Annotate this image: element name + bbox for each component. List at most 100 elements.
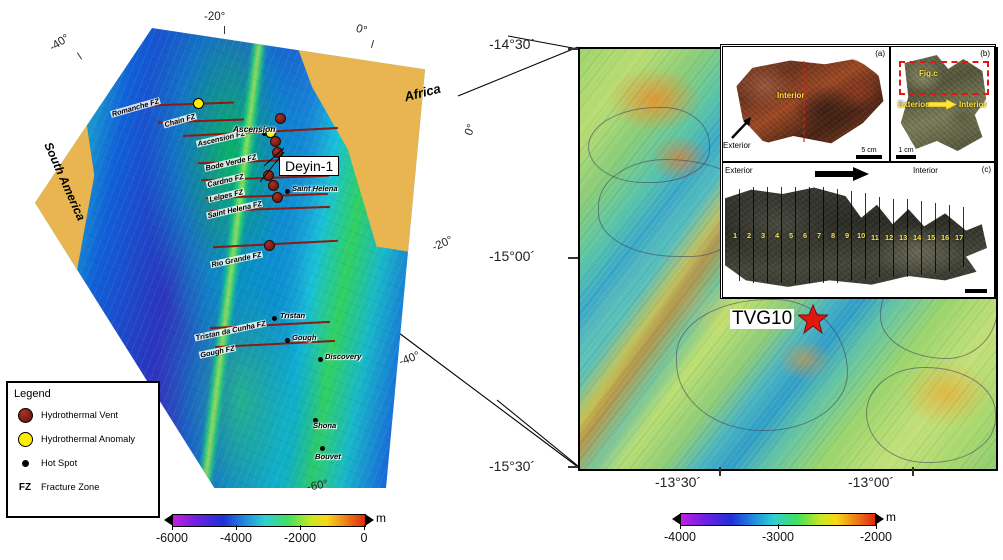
contour-line	[866, 367, 996, 463]
slice-number-5: 5	[789, 231, 794, 240]
slice-number-3: 3	[761, 231, 766, 240]
regional-colorbar-tick--2000: -2000	[284, 531, 316, 545]
tick-lon--20	[224, 26, 225, 34]
axis-tick-lon--40: -40°	[47, 32, 72, 54]
legend-item-hot-spot: Hot Spot	[8, 451, 158, 475]
scale-bar-b: 1 cm	[895, 147, 917, 160]
slice-number-11: 11	[871, 233, 879, 242]
detail-colorbar-unit: m	[886, 510, 896, 524]
legend-item-hydrothermal-vent: Hydrothermal Vent	[8, 403, 158, 427]
detail-lat-tickmark	[568, 466, 578, 468]
hot-spot-label-bouvet: Bouvet	[315, 452, 341, 461]
colorbar-right-cap	[875, 513, 884, 525]
detail-lon-tickmark	[719, 467, 721, 476]
colorbar-left-cap	[164, 514, 173, 526]
slice-number-10: 10	[857, 231, 866, 240]
slice-number-7: 7	[817, 231, 822, 240]
hydrothermal-anomaly-icon	[14, 431, 36, 447]
axis-tick-lat-0: 0°	[462, 122, 479, 138]
detail-lon-tick--13-00: -13°00´	[848, 474, 895, 490]
hot-spot-label-shona: Shona	[313, 421, 337, 430]
legend-label-hydrothermal-anomaly: Hydrothermal Anomaly	[41, 434, 136, 444]
hydrothermal-vent-marker	[272, 147, 283, 158]
panel-a-letter: (a)	[875, 49, 885, 58]
hot-spot-marker	[285, 338, 290, 343]
hot-spot-marker	[262, 131, 267, 136]
rock-b-interior-label: Interior	[959, 100, 987, 109]
legend-title: Legend	[14, 388, 51, 400]
detail-colorbar-tick--3000: -3000	[762, 530, 794, 544]
slice-number-8: 8	[831, 231, 836, 240]
rock-photo-cut-face	[900, 55, 987, 151]
slice-number-6: 6	[803, 231, 808, 240]
hot-spot-marker	[313, 418, 318, 423]
rock-c-interior-label: Interior	[913, 166, 938, 175]
hydrothermal-vent-marker	[263, 170, 274, 181]
hot-spot-label-tristan: Tristan	[280, 311, 306, 320]
scale-bar-c: 1 cm	[964, 281, 988, 294]
slice-number-15: 15	[927, 233, 936, 242]
regional-colorbar-gradient	[164, 514, 374, 527]
axis-tick-lat--20: -20°	[430, 234, 455, 254]
panel-b-letter: (b)	[980, 49, 990, 58]
exterior-to-interior-arrow-icon	[927, 99, 957, 110]
regional-bathymetry-map: Africa South America -40° -20° 0° 0° -20…	[0, 0, 478, 500]
hot-spot-marker	[320, 446, 325, 451]
regional-colorbar-tick-0: 0	[360, 531, 368, 545]
red-star-icon	[798, 304, 829, 334]
detail-lat-tickmark	[568, 48, 578, 50]
colorbar-right-cap	[365, 514, 374, 526]
legend-item-fracture-zone: FZ Fracture Zone	[8, 475, 158, 499]
axis-tick-lon--20: -20°	[204, 11, 226, 23]
figc-box-label: Fig.c	[919, 69, 938, 78]
axis-tick-lat--40: -40°	[397, 349, 422, 369]
hydrothermal-vent-marker	[275, 113, 286, 124]
detail-lat-tick--15-30: -15°30´	[489, 458, 536, 474]
regional-colorbar-tick--4000: -4000	[220, 531, 252, 545]
detail-lat-tick--14-30: -14°30´	[489, 36, 536, 52]
legend-label-hot-spot: Hot Spot	[41, 458, 78, 468]
scale-bar-c-label: 1 cm	[968, 281, 984, 288]
tvg10-site-marker: TVG10	[730, 304, 829, 334]
legend-label-hydrothermal-vent: Hydrothermal Vent	[41, 410, 118, 420]
hydrothermal-vent-marker	[264, 240, 275, 251]
detail-lon-tickmark	[912, 467, 914, 476]
inset-panel-a: Interior Exterior (a) 5 cm	[722, 46, 890, 162]
rock-a-interior-label: Interior	[777, 91, 805, 100]
fracture-zone-abbrev: FZ	[18, 481, 32, 493]
slice-number-16: 16	[941, 233, 950, 242]
hydrothermal-anomaly-marker	[193, 98, 204, 109]
exterior-arrow-icon	[731, 117, 751, 139]
hot-spot-icon	[14, 459, 36, 467]
hydrothermal-vent-marker	[272, 192, 283, 203]
regional-colorbar-unit: m	[376, 511, 386, 525]
hot-spot-marker	[285, 189, 290, 194]
hot-spot-marker	[272, 316, 277, 321]
colorbar-left-cap	[672, 513, 681, 525]
slice-number-12: 12	[885, 233, 894, 242]
tick-lon--40	[76, 52, 83, 60]
regional-colorbar-tick--6000: -6000	[156, 531, 188, 545]
slice-number-9: 9	[845, 231, 850, 240]
detail-lon-tick--13-30: -13°30´	[655, 474, 702, 490]
hydrothermal-vent-icon	[14, 407, 36, 423]
detail-colorbar: m -4000 -3000 -2000	[664, 510, 896, 544]
legend-label-fracture-zone: Fracture Zone	[41, 482, 100, 492]
rock-c-exterior-label: Exterior	[725, 166, 753, 175]
slice-number-4: 4	[775, 231, 780, 240]
hot-spot-marker	[318, 357, 323, 362]
deyin1-callout: Deyin-1	[279, 156, 340, 177]
slice-number-17: 17	[955, 233, 964, 242]
inset-panel-b: Fig.c Exterior Interior (b) 1 cm	[890, 46, 995, 162]
rock-b-exterior-label: Exterior	[898, 100, 929, 109]
scale-bar-b-label: 1 cm	[898, 147, 914, 154]
panel-c-letter: (c)	[981, 165, 991, 174]
figc-region-box	[899, 61, 989, 95]
axis-tick-lon-0: 0°	[354, 22, 369, 38]
exterior-to-interior-black-arrow-icon	[815, 167, 869, 181]
section-cut-dashed-line	[803, 61, 805, 145]
slice-number-14: 14	[913, 233, 922, 242]
hot-spot-label-gough: Gough	[292, 333, 317, 342]
scale-bar-a: 5 cm	[855, 147, 883, 160]
slice-number-2: 2	[747, 231, 752, 240]
